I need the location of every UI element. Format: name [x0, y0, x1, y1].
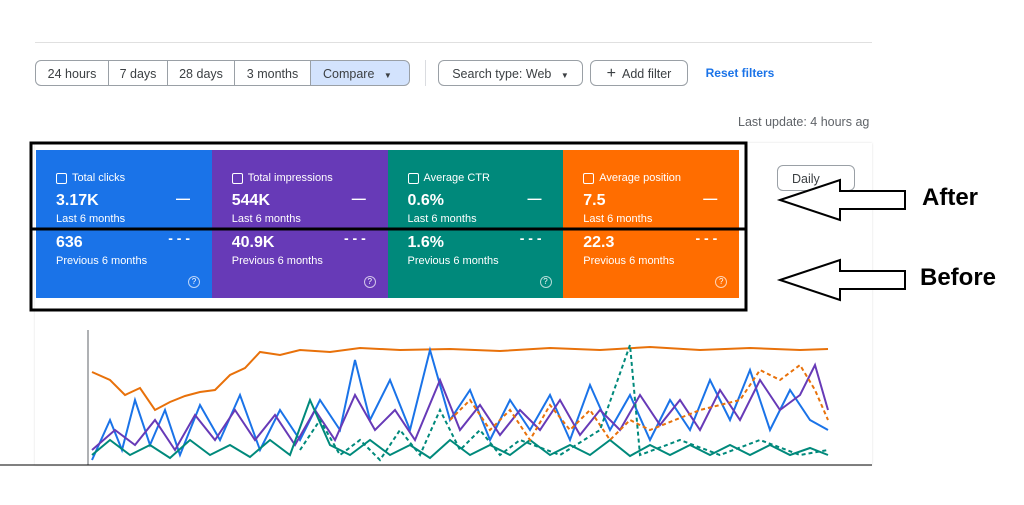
previous-line-icon: - - - [168, 230, 190, 246]
current-value: 544K [231, 192, 270, 209]
after-arrow [776, 178, 906, 222]
chart-line [449, 363, 829, 442]
after-label: After [922, 184, 978, 211]
add-filter-label: Add filter [622, 67, 672, 81]
metric-label: Average position [599, 172, 681, 184]
before-arrow [776, 258, 906, 302]
current-line-icon: — [703, 190, 718, 206]
current-line-icon: — [176, 190, 190, 206]
search-type-button[interactable]: Search type: Web ▼ [438, 60, 583, 86]
search-type-label: Search type: Web [452, 67, 552, 81]
metric-label: Total impressions [247, 172, 333, 184]
previous-period: Previous 6 months [231, 255, 323, 267]
current-line-icon: — [527, 190, 542, 206]
top-rule [35, 42, 872, 43]
previous-value: 40.9K [231, 234, 275, 251]
current-period: Last 6 months [56, 213, 126, 225]
previous-period: Previous 6 months [407, 255, 499, 267]
reset-filters[interactable]: Reset filters [705, 66, 775, 80]
last-update: Last update: 4 hours ag [738, 115, 870, 129]
previous-line-icon: - - - [695, 230, 718, 246]
separator [425, 60, 426, 86]
chart-line [91, 397, 829, 460]
checkbox [407, 173, 419, 184]
help-icon[interactable]: ? [363, 276, 376, 288]
help-icon[interactable]: ? [188, 276, 200, 288]
help-icon[interactable]: ? [539, 276, 552, 288]
metric-card[interactable]: Average position 7.5 Last 6 months — 22.3 Pre… [563, 150, 740, 298]
compare-button[interactable]: Compare ▼ [310, 60, 410, 86]
before-label: Before [920, 264, 996, 291]
checkbox [583, 173, 595, 184]
help-icon[interactable]: ? [715, 276, 728, 288]
metric-label: Total clicks [72, 172, 126, 184]
previous-value: 22.3 [583, 234, 615, 251]
current-line-icon: — [351, 190, 366, 206]
previous-period: Previous 6 months [583, 255, 675, 267]
previous-line-icon: - - - [343, 230, 366, 246]
chart-line [91, 346, 829, 461]
metric-card[interactable]: Average CTR 0.6% Last 6 months — 1.6% Previou… [387, 150, 564, 298]
metric-card[interactable]: Total clicks 3.17K Last 6 months — 636 Previo… [36, 150, 212, 298]
chart-line [299, 344, 829, 462]
chart-lines [87, 330, 829, 465]
previous-value: 1.6% [407, 234, 444, 251]
current-value: 3.17K [56, 192, 99, 209]
chart-line [91, 362, 829, 452]
previous-line-icon: - - - [519, 230, 542, 246]
checkbox [56, 173, 67, 184]
add-filter-button[interactable]: + Add filter [590, 60, 688, 86]
chart-line [91, 345, 829, 412]
metric-card[interactable]: Total impressions 544K Last 6 months — 40.9K… [211, 150, 388, 298]
previous-period: Previous 6 months [56, 255, 148, 267]
current-value: 0.6% [407, 192, 444, 209]
current-period: Last 6 months [407, 213, 477, 225]
metric-label: Average CTR [423, 172, 490, 184]
current-value: 7.5 [583, 192, 606, 209]
current-period: Last 6 months [231, 213, 301, 225]
previous-value: 636 [56, 234, 83, 251]
current-period: Last 6 months [583, 213, 653, 225]
compare-label: Compare [323, 67, 375, 81]
annotation-box [29, 141, 748, 312]
checkbox [231, 173, 243, 184]
